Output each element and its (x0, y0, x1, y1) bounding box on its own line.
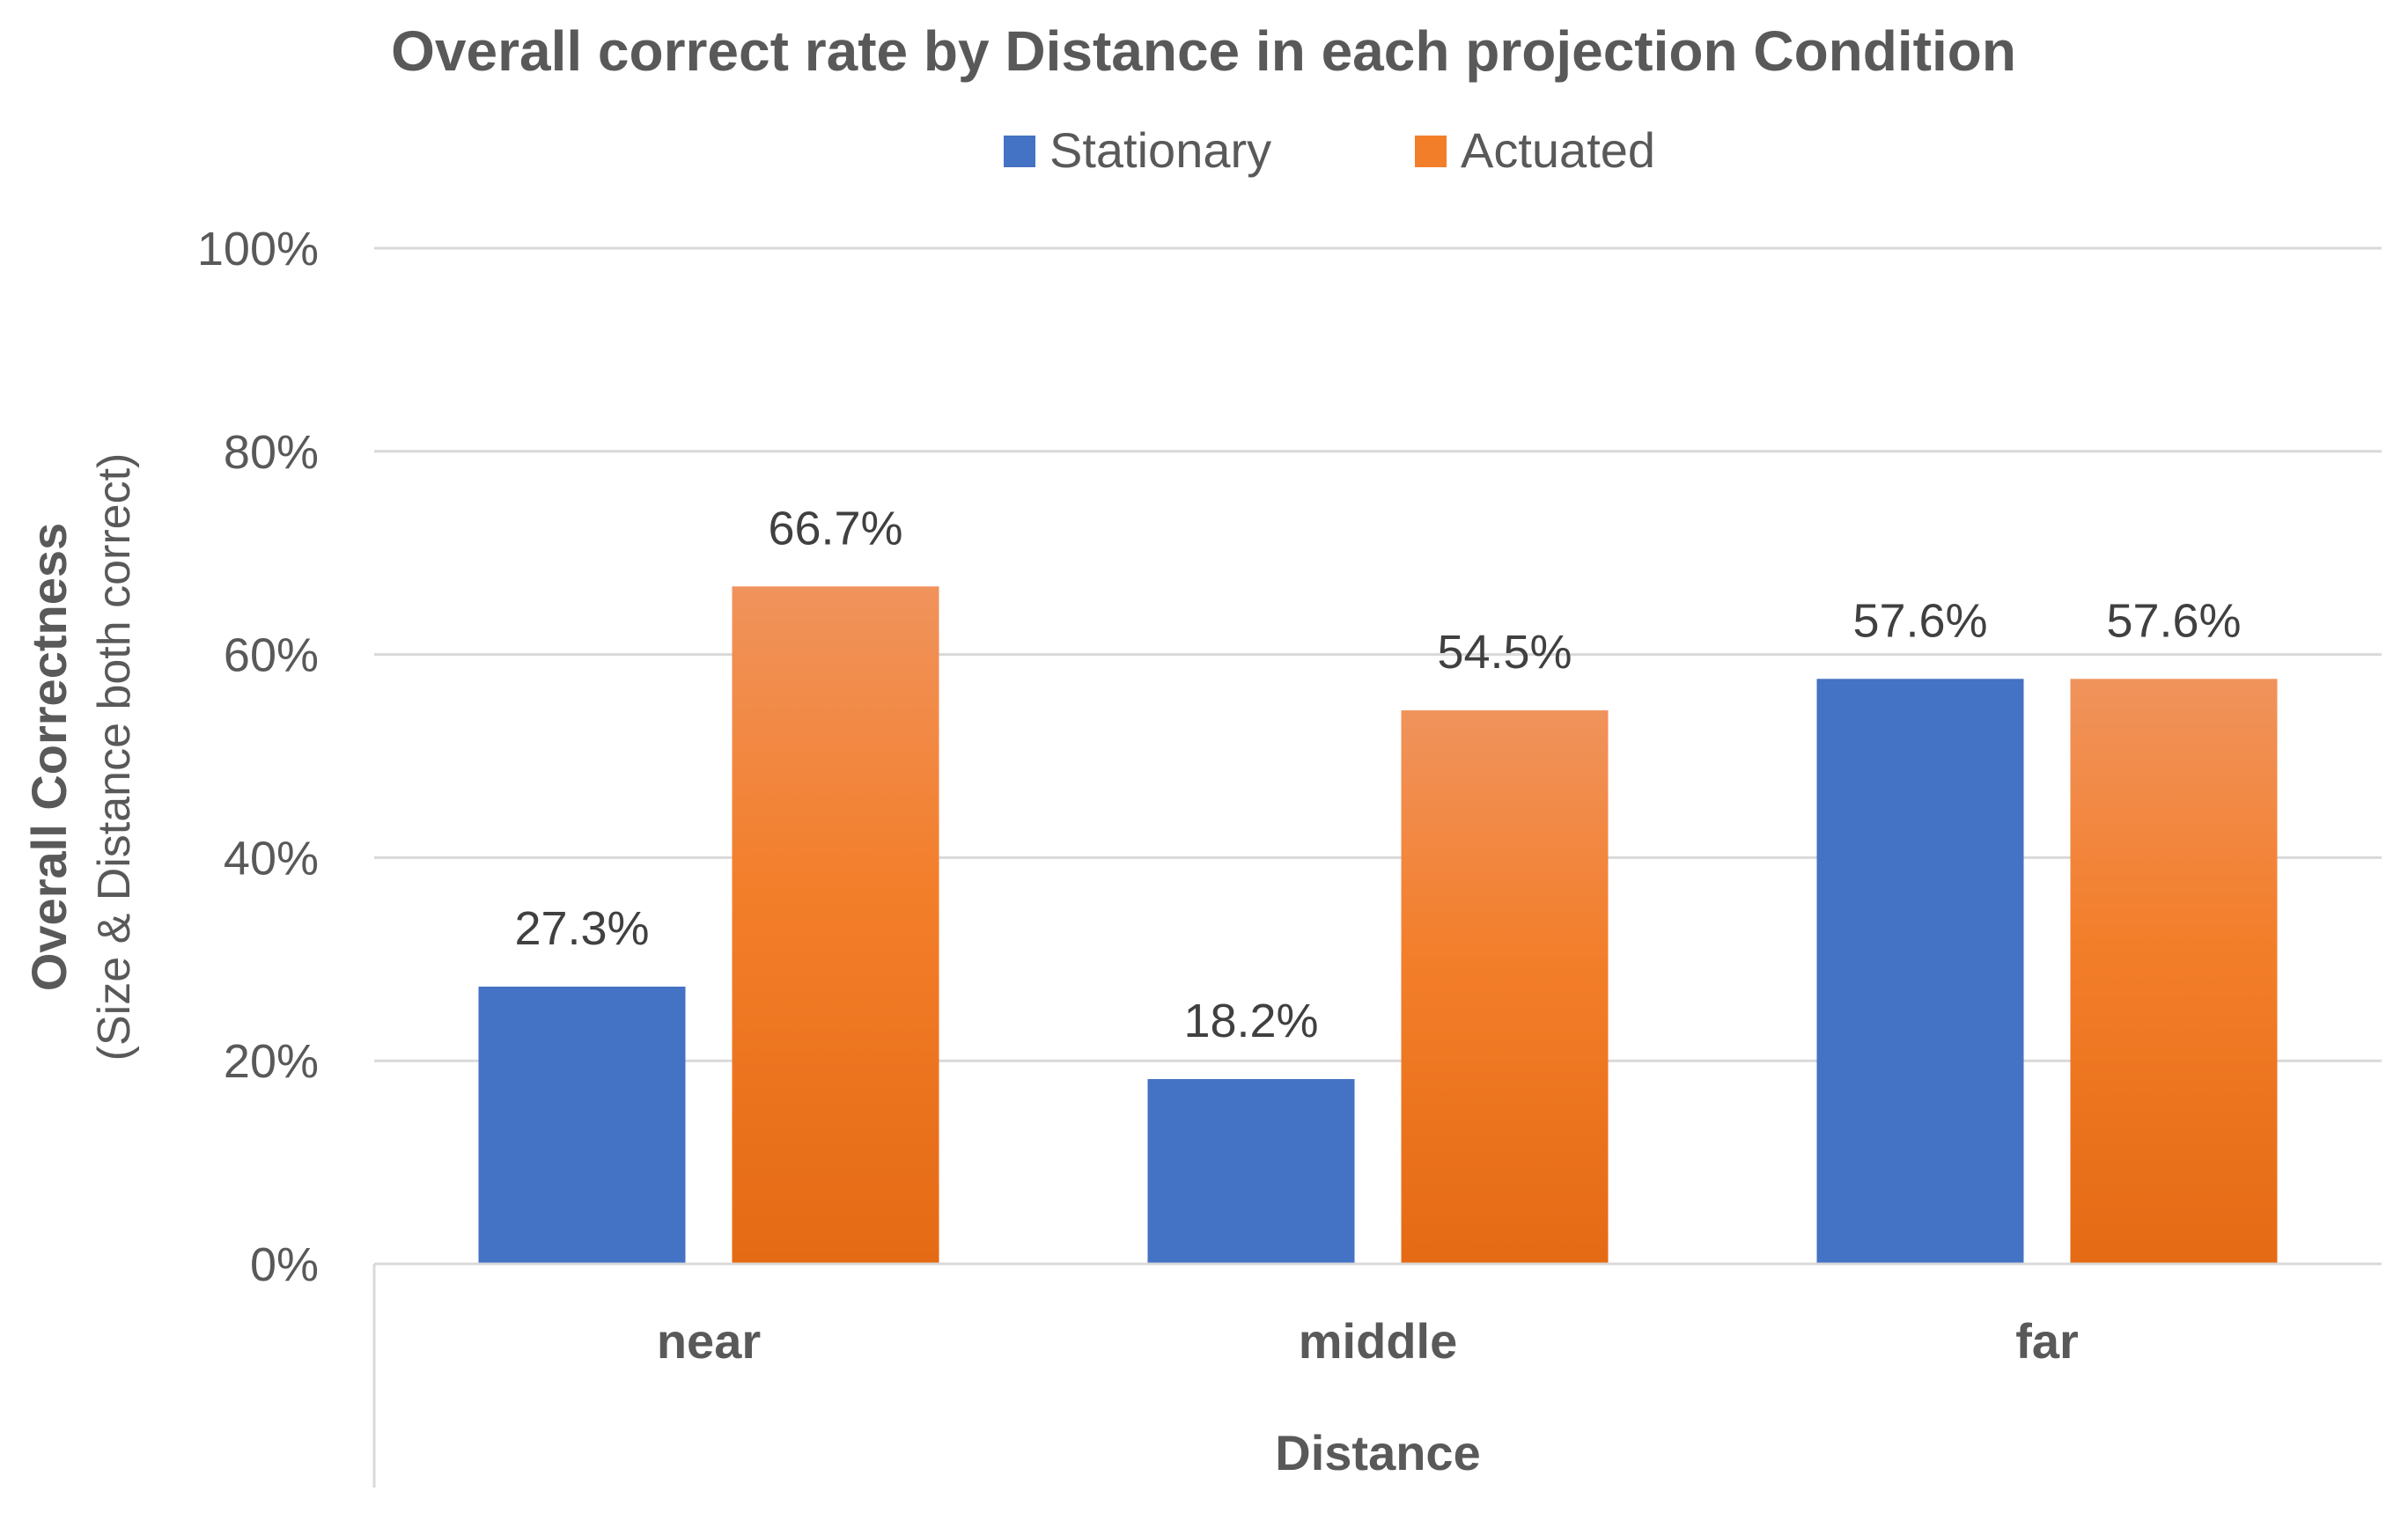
data-label-stationary-near: 27.3% (514, 902, 649, 955)
legend: Stationary Actuated (1004, 122, 1655, 178)
y-axis-title: Overall Correctness (21, 523, 77, 991)
y-tick-label: 80% (224, 426, 319, 479)
bar-stationary-middle (1147, 1078, 1355, 1264)
y-axis-ticks: 0% 20% 40% 60% 80% 100% (197, 223, 319, 1291)
data-label-stationary-middle: 18.2% (1183, 995, 1318, 1047)
y-tick-label: 60% (224, 629, 319, 682)
y-tick-label: 0% (250, 1238, 319, 1291)
bars (478, 586, 2278, 1264)
legend-swatch-stationary (1004, 136, 1035, 167)
x-category-label-middle: middle (1299, 1313, 1457, 1369)
y-tick-label: 20% (224, 1035, 319, 1088)
x-axis-title: Distance (1275, 1425, 1480, 1480)
bar-actuated-far (2070, 679, 2278, 1264)
y-axis-title-group: Overall Correctness (Size & Distance bot… (21, 453, 140, 1061)
bar-actuated-middle (1401, 710, 1609, 1264)
data-label-actuated-middle: 54.5% (1437, 626, 1572, 679)
y-axis-subtitle: (Size & Distance both correct) (89, 453, 140, 1061)
data-label-actuated-near: 66.7% (768, 502, 902, 555)
legend-swatch-actuated (1415, 136, 1447, 167)
x-category-label-near: near (657, 1313, 761, 1369)
data-label-actuated-far: 57.6% (2106, 594, 2241, 647)
x-category-label-far: far (2015, 1313, 2079, 1369)
gridlines (374, 246, 2382, 1062)
y-tick-label: 100% (197, 223, 319, 275)
data-label-stationary-far: 57.6% (1852, 594, 1987, 647)
bar-stationary-far (1816, 679, 2024, 1264)
bar-stationary-near (478, 986, 686, 1264)
category-labels: near middle far (657, 1313, 2079, 1369)
legend-label-actuated: Actuated (1461, 122, 1655, 178)
bar-actuated-near (732, 586, 939, 1264)
legend-label-stationary: Stationary (1049, 122, 1271, 178)
chart-title: Overall correct rate by Distance in each… (391, 19, 2016, 83)
data-labels: 27.3% 66.7% 18.2% 54.5% 57.6% 57.6% (514, 502, 2241, 1047)
y-tick-label: 40% (224, 832, 319, 885)
